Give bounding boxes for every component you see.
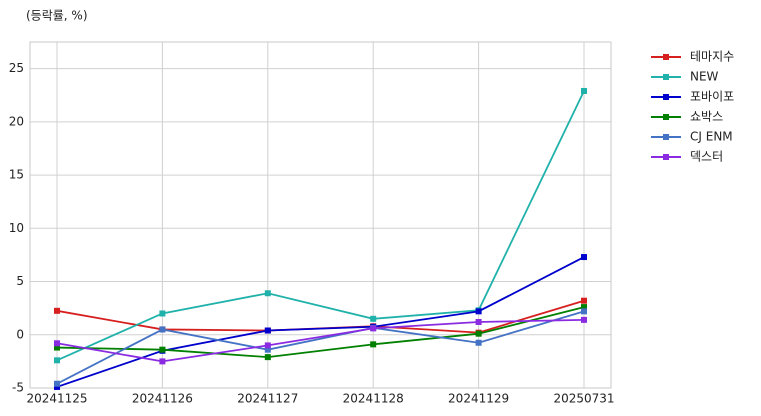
legend-marker xyxy=(663,134,669,140)
legend-marker xyxy=(663,74,669,80)
legend-marker xyxy=(663,94,669,100)
point xyxy=(581,254,587,261)
point xyxy=(581,308,587,315)
point xyxy=(54,307,60,314)
point xyxy=(581,304,587,311)
point xyxy=(54,357,60,364)
point xyxy=(54,383,60,390)
y-axis-label: (등락률, %) xyxy=(26,9,88,23)
y-tick-label: 0 xyxy=(16,327,24,341)
y-tick-label: 15 xyxy=(9,168,24,182)
y-tick-label: 20 xyxy=(9,114,24,128)
point xyxy=(370,315,377,322)
point xyxy=(475,330,482,337)
y-tick-label: -5 xyxy=(12,381,24,395)
legend-label: 포바이포 xyxy=(690,90,734,104)
legend-marker xyxy=(663,54,669,60)
point xyxy=(54,380,60,387)
legend-label: CJ ENM xyxy=(690,130,733,144)
x-tick-label: 20241128 xyxy=(343,392,404,406)
point xyxy=(54,340,60,347)
series-line xyxy=(56,306,585,359)
x-tick-label: 20241125 xyxy=(26,392,87,406)
point xyxy=(264,346,271,353)
series-line xyxy=(56,90,585,362)
point xyxy=(370,325,377,332)
point xyxy=(581,297,587,304)
x-tick-label: 20241127 xyxy=(237,392,298,406)
point xyxy=(264,354,271,361)
y-tick-label: 10 xyxy=(9,221,24,235)
point xyxy=(264,342,271,349)
point xyxy=(475,339,482,346)
point xyxy=(581,316,587,323)
point xyxy=(475,318,482,325)
plot-border xyxy=(29,41,612,389)
x-tick-label: 20250731 xyxy=(553,392,614,406)
x-tick-label: 20241129 xyxy=(448,392,509,406)
y-tick-label: 25 xyxy=(9,61,24,75)
series-line xyxy=(56,256,585,388)
legend-marker xyxy=(663,114,669,120)
point xyxy=(159,346,166,353)
legend-label: 쇼박스 xyxy=(690,110,723,124)
point xyxy=(581,87,587,94)
legend-label: 테마지수 xyxy=(690,50,734,64)
point xyxy=(159,358,166,365)
legend-label: NEW xyxy=(690,70,719,84)
point xyxy=(54,344,60,351)
legend-label: 덱스터 xyxy=(690,150,723,164)
point xyxy=(475,308,482,315)
point xyxy=(264,327,271,334)
series-line xyxy=(56,310,585,385)
legend-marker xyxy=(663,154,669,160)
point xyxy=(159,326,166,333)
point xyxy=(370,341,377,348)
y-tick-label: 5 xyxy=(16,274,24,288)
point xyxy=(264,290,271,297)
series-line xyxy=(56,318,585,363)
x-tick-label: 20241126 xyxy=(132,392,193,406)
point xyxy=(159,310,166,317)
